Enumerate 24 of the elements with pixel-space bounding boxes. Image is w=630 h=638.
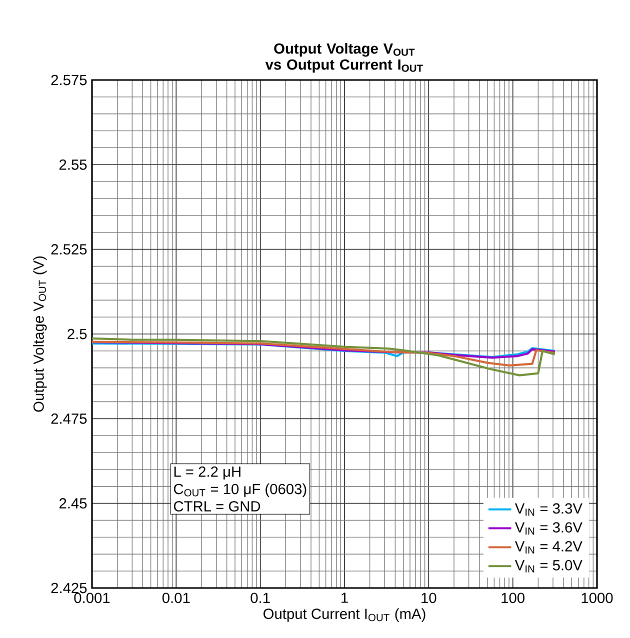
- y-tick-label: 2.55: [59, 159, 87, 170]
- y-tick-label: 2.425: [51, 582, 87, 594]
- y-tick-label: 2.575: [51, 74, 87, 86]
- legend-label: V$_{IN}$ = 4.2V: [514, 541, 582, 554]
- x-tick-label: 0.01: [162, 592, 190, 604]
- annotation: C$_{OUT}$ = 10 μF (0603): [174, 483, 306, 498]
- y-tick-label: 2.45: [59, 498, 87, 509]
- x-tick-label: 10: [422, 592, 436, 604]
- y-tick-label: 2.475: [51, 413, 87, 424]
- annotation: CTRL = GND: [174, 501, 260, 512]
- x-axis-title: Output Current I$_{OUT}$ (mA): [264, 608, 426, 622]
- x-tick-label: 0.001: [74, 592, 110, 604]
- x-tick-label: 0.1: [250, 592, 270, 604]
- x-tick-label: 1: [342, 592, 348, 603]
- y-tick-label: 2.525: [51, 244, 87, 255]
- chart-title: Output Voltage V$_{OUT}$ vs Output Current I$_{OUT}$: [265, 42, 423, 73]
- x-tick-label: 1000: [582, 592, 613, 604]
- legend-label: V$_{IN}$ = 3.3V: [514, 503, 582, 516]
- legend-label: V$_{IN}$ = 5.0V: [514, 560, 582, 572]
- y-axis-title: Output Voltage V$_{OUT}$ (V): [33, 256, 47, 412]
- legend-label: V$_{IN}$ = 3.6V: [514, 522, 582, 535]
- y-tick-label: 2.5: [68, 328, 87, 340]
- x-tick-label: 100: [502, 592, 524, 604]
- annotation: L = 2.2 μH: [174, 466, 240, 480]
